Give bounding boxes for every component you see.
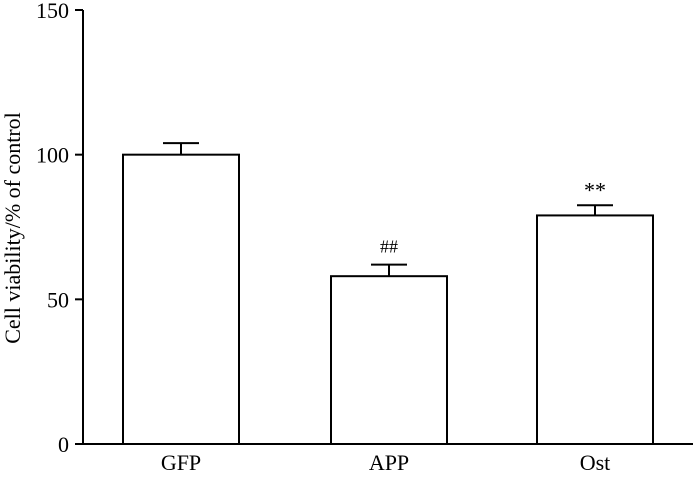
bar-app [330, 275, 448, 446]
y-tick-label: 50 [47, 287, 69, 312]
bar-ost [536, 214, 654, 445]
bars [122, 142, 654, 446]
x-tick-label: APP [369, 450, 409, 473]
significance-label: ## [380, 237, 398, 257]
significance-label: ** [584, 177, 606, 202]
labels: 0 50 100 150 GFP APP ## Ost ** [36, 0, 611, 475]
y-tick-label: 100 [36, 143, 69, 168]
bar-gfp [122, 153, 240, 446]
y-axis-title: Cell viability/% of control [0, 112, 25, 344]
y-tick-label: 150 [36, 0, 69, 23]
x-tick-label: Ost [580, 450, 611, 473]
y-tick-label: 0 [58, 432, 69, 457]
x-tick-label: GFP [161, 450, 201, 473]
